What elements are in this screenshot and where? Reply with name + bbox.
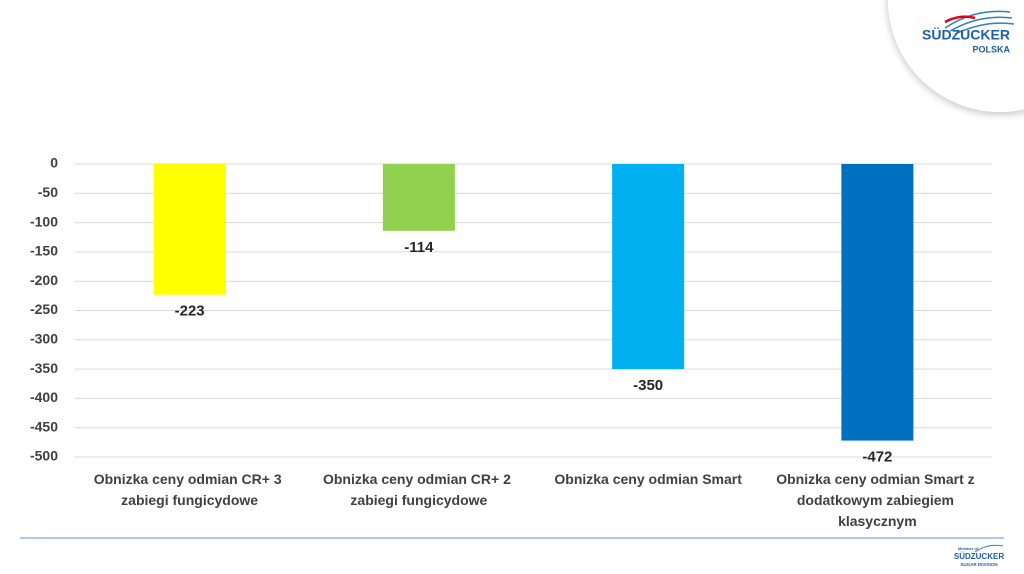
y-tick-label: -50 <box>38 184 58 200</box>
footer-swoosh <box>974 544 1004 553</box>
y-tick-label: -300 <box>30 331 58 347</box>
y-tick-label: -100 <box>30 213 58 229</box>
x-tick-label: Obnizka ceny odmian CR+ 3 zabiegi fungic… <box>94 471 286 508</box>
footer-member: Member of <box>958 546 979 551</box>
footer-brand: SÜDZUCKER <box>954 552 1004 561</box>
y-tick-label: -500 <box>30 448 58 464</box>
data-label: -114 <box>404 239 434 256</box>
data-label: -350 <box>633 377 663 394</box>
bar <box>382 164 455 231</box>
y-tick-label: -150 <box>30 243 58 259</box>
x-tick-label: Obnizka ceny odmian Smart <box>554 471 742 487</box>
logo-badge <box>888 0 1024 112</box>
footer-sub: SUGAR DIVISION <box>960 562 997 567</box>
logo-brand: SÜDZUCKER <box>922 27 1010 43</box>
y-tick-label: 0 <box>50 155 58 171</box>
bar <box>612 164 685 370</box>
logo-accent <box>944 15 976 24</box>
y-tick-label: -350 <box>30 360 58 376</box>
y-tick-label: -200 <box>30 272 58 288</box>
data-label: -223 <box>175 303 205 320</box>
y-tick-label: -450 <box>30 418 58 434</box>
x-tick-label: Obnizka ceny odmian CR+ 2 zabiegi fungic… <box>323 471 515 508</box>
bar <box>841 164 914 441</box>
bar <box>153 164 226 295</box>
x-tick-label: Obnizka ceny odmian Smart z dodatkowym z… <box>776 471 978 529</box>
plot: 0 -50 -100 -150 -200 -250 -300 -350 -400 -450 -500… <box>30 155 992 529</box>
y-tick-label: -400 <box>30 389 58 405</box>
logo-swoosh <box>944 10 1015 35</box>
y-tick-label: -250 <box>30 301 58 317</box>
logo-sub: POLSKA <box>972 44 1010 54</box>
data-label: -472 <box>862 449 892 466</box>
